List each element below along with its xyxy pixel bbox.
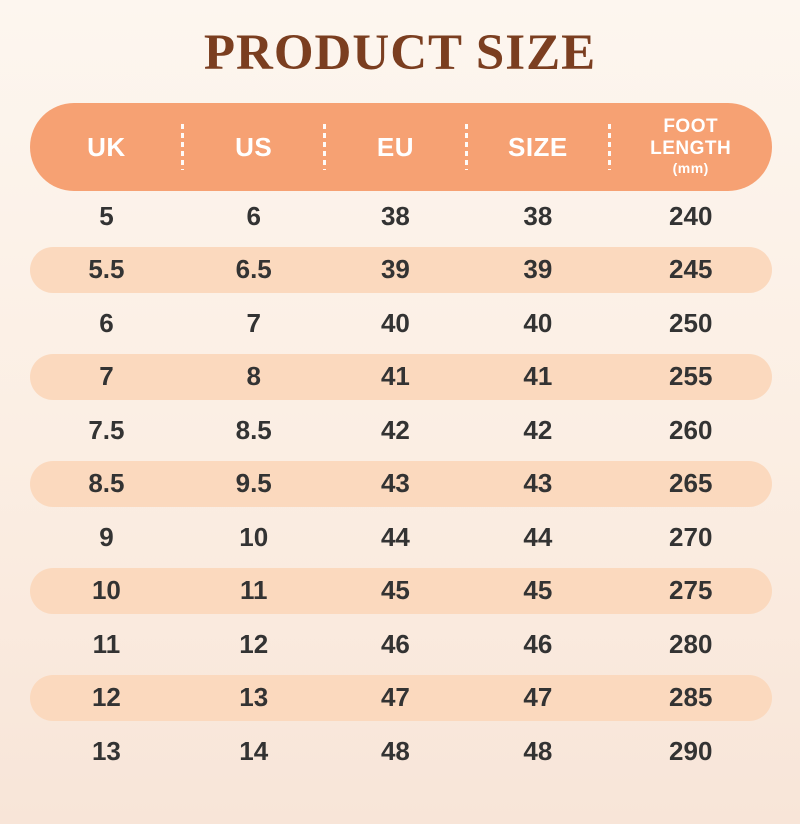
table-row: 12 13 47 47 285 (30, 674, 772, 721)
table-cell: 7.5 (88, 414, 125, 445)
table-row: 7 8 41 41 255 (30, 353, 772, 400)
table-row: 5 6 38 38 240 (30, 193, 772, 239)
table-cell: 42 (523, 414, 553, 445)
table-row: 5.5 6.5 39 39 245 (30, 246, 772, 293)
table-cell: 9 (99, 521, 114, 552)
table-cell: 43 (380, 468, 410, 498)
table-cell: 13 (91, 735, 121, 766)
table-cell: 7 (246, 307, 261, 338)
page-title: PRODUCT SIZE (203, 25, 597, 81)
table-cell: 47 (380, 682, 410, 712)
header-cell-eu: EU (325, 103, 467, 191)
table-cell: 265 (669, 468, 713, 498)
table-cell: 12 (239, 628, 269, 659)
table-header: UK US EU SIZE FOOT LENGTH (mm) (30, 103, 772, 191)
table-cell: 5 (99, 200, 114, 231)
table-cell: 285 (669, 682, 713, 712)
table-cell: 270 (669, 521, 713, 552)
table-cell: 41 (380, 361, 410, 391)
table-cell: 6.5 (235, 254, 272, 284)
table-row: 8.5 9.5 43 43 265 (30, 460, 772, 507)
table-cell: 255 (669, 361, 713, 391)
table-cell: 280 (669, 628, 713, 659)
table-cell: 39 (380, 254, 410, 284)
header-cell-uk: UK (30, 103, 183, 191)
header-cell-size: SIZE (466, 103, 609, 191)
table-cell: 38 (380, 200, 410, 231)
table-cell: 5.5 (88, 254, 125, 284)
table-cell: 6 (99, 307, 114, 338)
table-cell: 6 (246, 200, 261, 231)
table-cell: 38 (523, 200, 553, 231)
table-cell: 48 (380, 735, 410, 766)
table-cell: 9.5 (235, 468, 272, 498)
table-cell: 10 (91, 575, 121, 605)
table-cell: 275 (669, 575, 713, 605)
table-cell: 14 (239, 735, 269, 766)
table-row: 7.5 8.5 42 42 260 (30, 407, 772, 453)
header-label-us: US (235, 131, 273, 162)
header-label-foot-length: FOOT LENGTH (650, 116, 732, 160)
table-cell: 11 (92, 628, 121, 659)
header-label-uk: UK (87, 131, 126, 162)
table-cell: 13 (239, 682, 269, 712)
table-cell: 39 (523, 254, 553, 284)
table-cell: 8 (246, 361, 261, 391)
table-row: 13 14 48 48 290 (30, 728, 772, 774)
table-cell: 240 (669, 200, 713, 231)
table-cell: 40 (523, 307, 553, 338)
table-cell: 44 (380, 521, 410, 552)
table-cell: 47 (523, 682, 553, 712)
table-cell: 8.5 (235, 414, 272, 445)
table-cell: 43 (523, 468, 553, 498)
table-body: 5 6 38 38 240 5.5 6.5 39 39 245 6 7 40 40 250 7 8 41 41 255… (30, 193, 772, 774)
table-cell: 245 (669, 254, 713, 284)
table-row: 9 10 44 44 270 (30, 514, 772, 560)
table-cell: 7 (99, 361, 114, 391)
table-cell: 40 (380, 307, 410, 338)
table-cell: 42 (380, 414, 410, 445)
table-cell: 260 (669, 414, 713, 445)
header-cell-foot-length: FOOT LENGTH (mm) (609, 103, 771, 191)
table-cell: 44 (523, 521, 553, 552)
header-label-eu: EU (376, 131, 414, 162)
table-cell: 12 (91, 682, 121, 712)
table-cell: 290 (669, 735, 713, 766)
header-unit-mm: (mm) (672, 160, 709, 177)
table-cell: 41 (523, 361, 553, 391)
table-row: 11 12 46 46 280 (30, 621, 772, 667)
table-cell: 45 (380, 575, 410, 605)
size-table: UK US EU SIZE FOOT LENGTH (mm) 5 6 38 38 240… (30, 103, 772, 774)
header-label-size: SIZE (507, 131, 568, 162)
table-cell: 250 (669, 307, 713, 338)
size-chart-page: PRODUCT SIZE UK US EU SIZE FOOT LENGTH (… (0, 24, 800, 774)
table-cell: 11 (239, 575, 268, 605)
header-cell-us: US (183, 103, 325, 191)
table-cell: 10 (239, 521, 269, 552)
table-cell: 46 (523, 628, 553, 659)
table-row: 6 7 40 40 250 (30, 300, 772, 346)
table-cell: 48 (523, 735, 553, 766)
table-cell: 46 (380, 628, 410, 659)
table-row: 10 11 45 45 275 (30, 567, 772, 614)
table-cell: 45 (523, 575, 553, 605)
table-cell: 8.5 (88, 468, 125, 498)
